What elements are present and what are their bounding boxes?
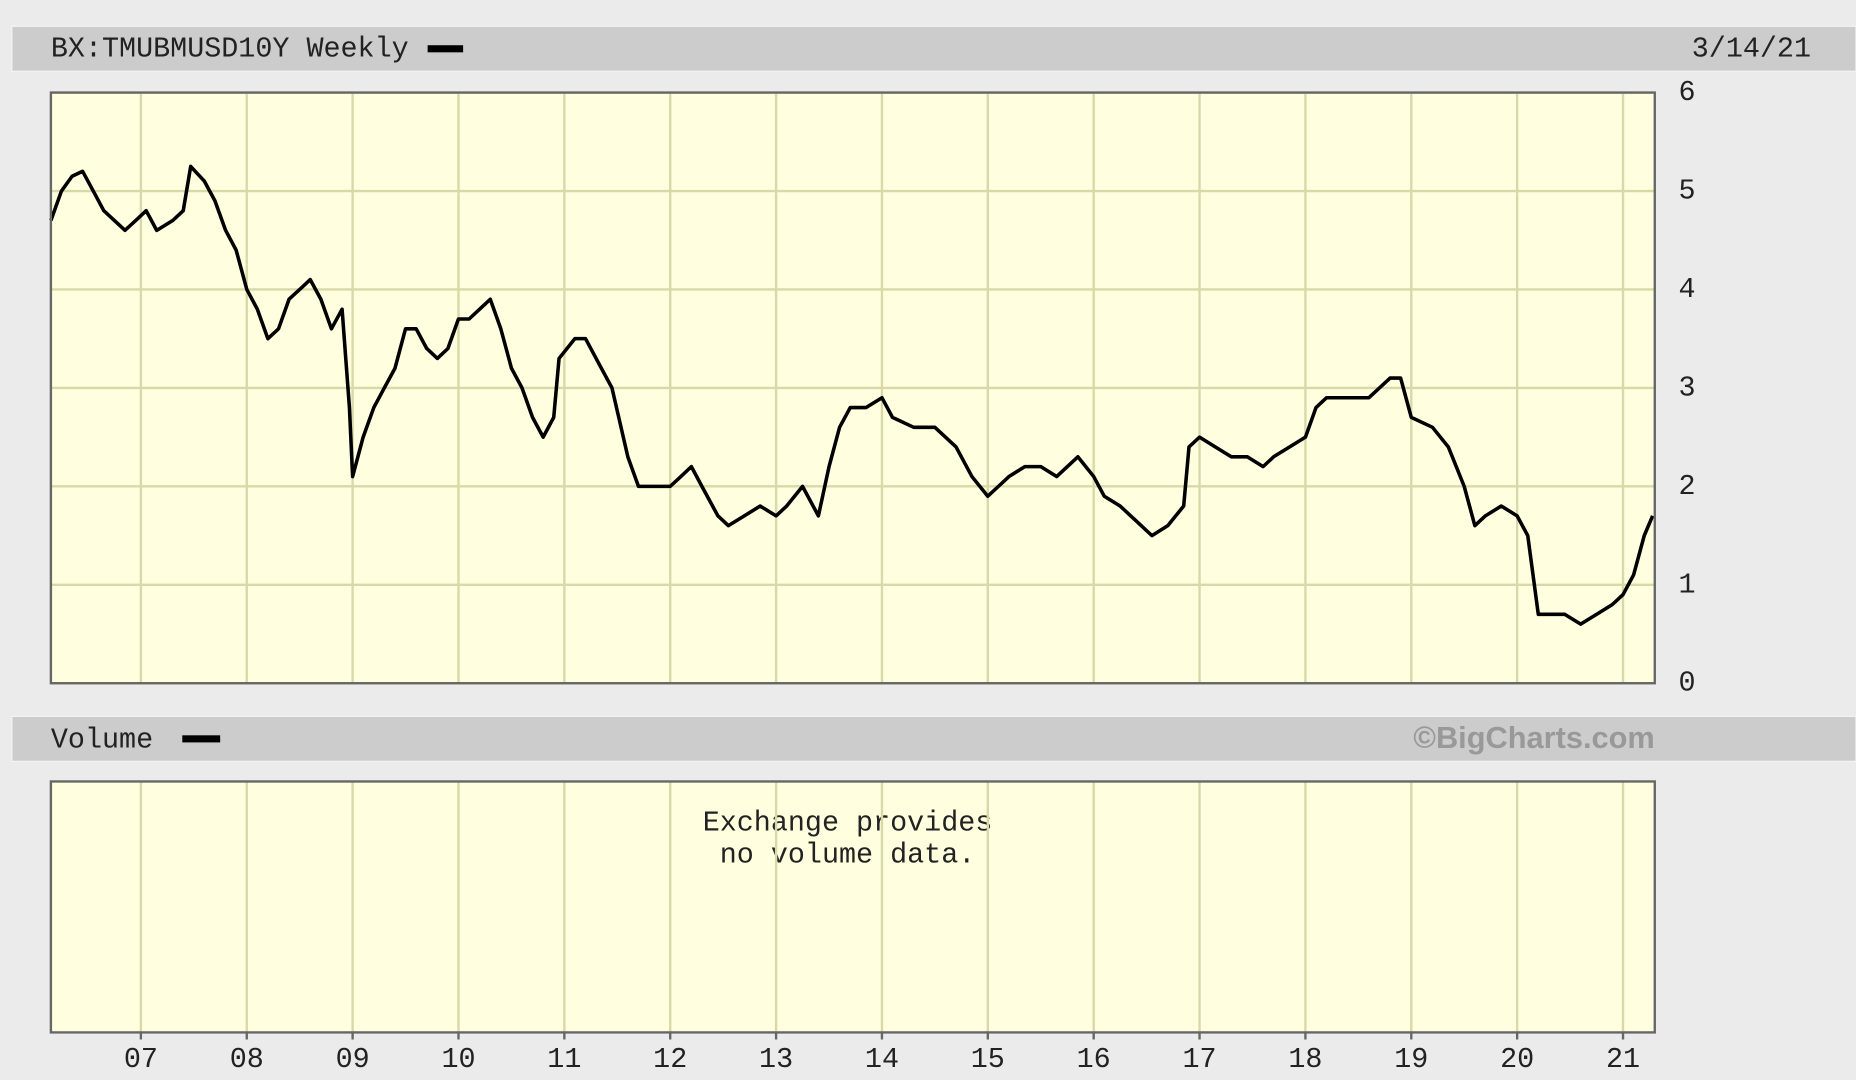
y-tick-label: 6 xyxy=(1678,76,1695,109)
x-tick-label: 15 xyxy=(971,1043,1005,1076)
x-tick-label: 20 xyxy=(1500,1043,1534,1076)
volume-title: Volume xyxy=(51,724,153,757)
legend-swatch xyxy=(427,45,464,53)
x-tick-label: 21 xyxy=(1606,1043,1640,1076)
price-line xyxy=(49,164,1655,626)
x-tick-label: 18 xyxy=(1288,1043,1322,1076)
plot-border xyxy=(49,91,1656,685)
header-bar xyxy=(11,25,1856,72)
y-tick-label: 2 xyxy=(1678,470,1695,503)
x-tick-label: 13 xyxy=(759,1043,793,1076)
y-tick-label: 0 xyxy=(1678,667,1695,700)
marks xyxy=(49,164,1655,626)
x-tick-label: 14 xyxy=(865,1043,899,1076)
y-tick-label: 5 xyxy=(1678,175,1695,208)
y-tick-label: 4 xyxy=(1678,273,1695,306)
x-tick-label: 11 xyxy=(547,1043,581,1076)
x-tick-label: 19 xyxy=(1394,1043,1428,1076)
volume-border xyxy=(49,780,1656,1034)
y-tick-label: 3 xyxy=(1678,371,1695,404)
x-tick-label: 12 xyxy=(653,1043,687,1076)
date: 3/14/21 xyxy=(1692,32,1811,65)
x-tick-label: 16 xyxy=(1077,1043,1111,1076)
y-tick-label: 1 xyxy=(1678,568,1695,601)
x-tick-label: 17 xyxy=(1183,1043,1217,1076)
volume-header-bar xyxy=(11,715,1856,762)
volume-note: no volume data. xyxy=(720,838,976,871)
x-tick-label: 09 xyxy=(336,1043,370,1076)
x-tick-label: 08 xyxy=(230,1043,264,1076)
volume-note: Exchange provides xyxy=(703,806,993,839)
chart-title: BX:TMUBMUSD10Y Weekly xyxy=(51,32,409,65)
legend-swatch xyxy=(182,735,221,743)
volume-area xyxy=(50,781,1655,1033)
x-tick-label: 07 xyxy=(124,1043,158,1076)
x-tick-label: 10 xyxy=(441,1043,475,1076)
credit: ©BigCharts.com xyxy=(1413,720,1654,755)
